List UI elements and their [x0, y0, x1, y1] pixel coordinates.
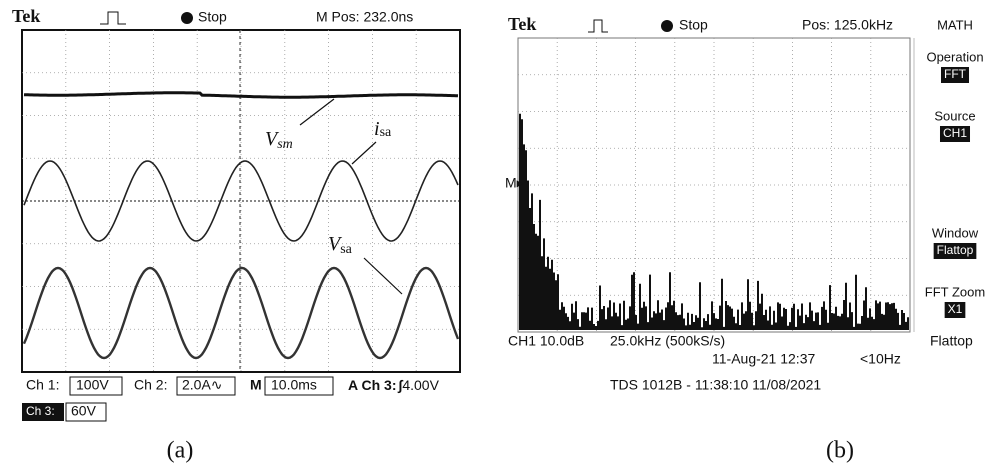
- readout: 11-Aug-21 12:37: [712, 351, 815, 367]
- annotation: isa: [374, 118, 392, 141]
- box: [176, 376, 236, 396]
- readout: <10Hz: [860, 351, 901, 367]
- menu-label: Window: [932, 225, 979, 240]
- readout: Flattop: [930, 333, 973, 349]
- caption: (a): [167, 438, 194, 464]
- marker: M▸: [505, 175, 524, 191]
- brand: Tek: [12, 6, 40, 26]
- status: Stop: [679, 17, 708, 33]
- position: Pos: 125.0kHz: [802, 17, 893, 33]
- menu-value-bg: [939, 126, 971, 142]
- menu-title: MATH: [937, 17, 973, 32]
- box: [264, 376, 334, 396]
- trigger-icon: [100, 11, 126, 25]
- waveforms: [22, 91, 460, 360]
- annotation: Vsm: [265, 128, 293, 153]
- brand: Tek: [508, 14, 536, 34]
- readout: 2.0A∿: [182, 377, 223, 393]
- arrow: [299, 98, 335, 126]
- annotation: Vsa: [328, 233, 353, 258]
- readout: Ch 3:: [26, 404, 55, 418]
- readout: 100V: [76, 377, 109, 393]
- status: Stop: [198, 9, 227, 25]
- menu-value: FFT: [944, 67, 967, 81]
- grid-a: [22, 30, 460, 372]
- readout: 25.0kHz (500kS/s): [610, 333, 725, 349]
- box: [69, 376, 123, 396]
- menu-label: FFT Zoom: [925, 284, 985, 299]
- position: M Pos: 232.0ns: [316, 9, 413, 25]
- readout: CH1 10.0dB: [508, 333, 584, 349]
- arrow: [351, 141, 377, 165]
- footer: TDS 1012B - 11:38:10 11/08/2021: [610, 377, 821, 393]
- stop-dot: [181, 12, 193, 24]
- trigger-icon: [588, 19, 608, 33]
- stop-dot: [661, 20, 673, 32]
- readout: M: [250, 377, 262, 393]
- readout: 10.0ms: [271, 377, 317, 393]
- readout: Ch 1:: [26, 377, 59, 393]
- menu-value: Flattop: [937, 243, 974, 257]
- menu-value: X1: [948, 302, 963, 316]
- menu-label: Source: [934, 108, 975, 123]
- vsm-trace: [23, 91, 459, 99]
- spectrum: [519, 113, 909, 330]
- vsa-trace: [22, 266, 460, 360]
- menu-value-bg: [941, 67, 969, 83]
- menu-value: CH1: [943, 126, 967, 140]
- menu-label: Operation: [926, 49, 983, 64]
- fft-trace: [519, 113, 909, 330]
- readout: 60V: [71, 403, 97, 419]
- box: [22, 403, 64, 421]
- menu-value-bg: [933, 243, 977, 259]
- isa-trace: [23, 160, 459, 242]
- readout: A Ch 3: ∫4.00V: [348, 377, 440, 394]
- grid-b: [518, 38, 910, 332]
- box: [65, 402, 107, 422]
- menu: Operation FFT Source CH1 Window Flattop FFT Zo…: [925, 49, 985, 318]
- menu-value-bg: [944, 302, 966, 318]
- arrow: [363, 257, 403, 295]
- readout: Ch 2:: [134, 377, 167, 393]
- caption: (b): [826, 438, 854, 464]
